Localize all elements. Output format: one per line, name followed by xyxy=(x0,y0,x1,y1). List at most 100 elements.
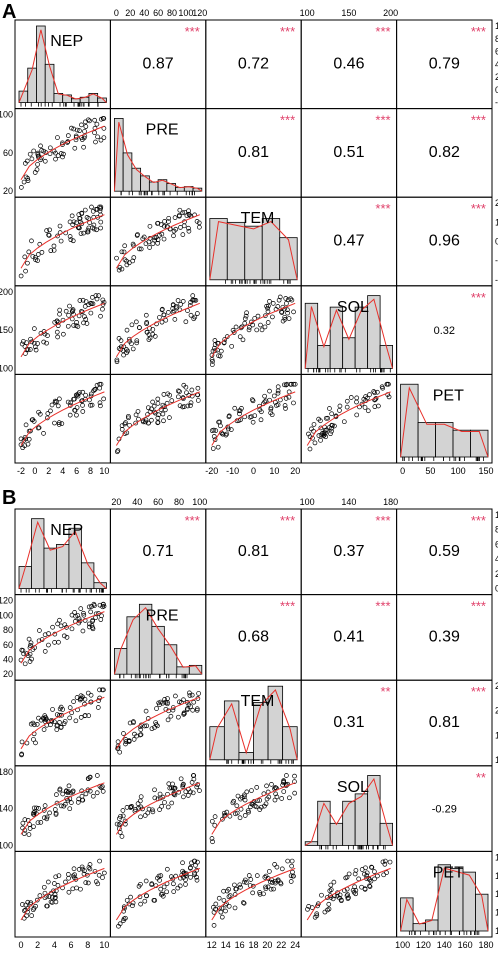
scatter-point xyxy=(268,886,274,892)
scatter-point xyxy=(55,403,61,409)
scatter-point xyxy=(228,427,234,432)
scatter-point xyxy=(318,425,324,431)
scatter-point xyxy=(133,319,139,325)
top-tick-label: 200 xyxy=(383,8,398,18)
scatter-point xyxy=(326,425,332,430)
scatter-point xyxy=(46,233,52,238)
scatter-point xyxy=(178,225,183,230)
scatter-point xyxy=(193,862,198,868)
scatter-point xyxy=(149,417,154,423)
scatter-point xyxy=(52,807,58,812)
scatter-point xyxy=(65,399,71,405)
scatter-point xyxy=(161,236,167,242)
scatter-point xyxy=(79,797,85,803)
scatter-point xyxy=(194,707,200,713)
scatter-point xyxy=(172,215,178,220)
scatter-point xyxy=(196,691,201,696)
scatter-point xyxy=(155,415,161,421)
scatter-point xyxy=(67,412,73,418)
scatter-point xyxy=(282,382,287,388)
scatter-point xyxy=(218,909,224,915)
scatter-point xyxy=(80,409,86,414)
significance-stars: *** xyxy=(471,513,486,528)
scatter-point xyxy=(217,905,222,911)
scatter-point xyxy=(181,794,186,800)
panel-label-b: B xyxy=(2,487,16,509)
scatter-point xyxy=(224,334,230,339)
smoother-line xyxy=(115,302,200,358)
top-tick-label: 40 xyxy=(139,8,149,18)
scatter-point xyxy=(159,319,165,325)
bottom-tick-label: 0 xyxy=(32,466,37,476)
scatter-point xyxy=(41,727,47,732)
histogram-bar xyxy=(367,295,381,369)
matrix-cell-frame xyxy=(14,850,111,938)
scatter-point xyxy=(26,428,32,434)
scatter-point xyxy=(41,884,47,890)
scatter-point xyxy=(258,417,264,423)
scatter-point xyxy=(26,636,32,642)
scatter-point xyxy=(131,737,137,742)
histogram-bar xyxy=(342,337,356,369)
scatter-point xyxy=(247,325,252,330)
density-curve xyxy=(113,121,203,192)
smoother-line xyxy=(115,782,200,835)
right-tick-label: 8 xyxy=(495,525,498,535)
scatter-point xyxy=(46,894,52,899)
scatter-point xyxy=(215,340,220,346)
scatter-point xyxy=(209,818,215,824)
scatter-point xyxy=(283,296,289,301)
scatter-point xyxy=(159,231,165,237)
scatter-point xyxy=(135,409,141,414)
scatter-point xyxy=(54,722,60,728)
scatter-point xyxy=(82,713,88,719)
scatter-point xyxy=(234,886,239,892)
variable-name-pre: PRE xyxy=(146,608,179,625)
scatter-point xyxy=(166,219,171,224)
right-tick-label: 16 xyxy=(495,730,498,740)
scatter-point xyxy=(284,773,289,778)
scatter-point xyxy=(26,832,32,837)
significance-stars: *** xyxy=(280,24,295,39)
scatter-point xyxy=(128,805,133,810)
scatter-point xyxy=(143,708,149,714)
scatter-point xyxy=(372,876,377,882)
scatter-point xyxy=(22,661,28,667)
scatter-point xyxy=(183,319,189,325)
histogram-bar xyxy=(470,429,489,458)
bottom-tick-label: 8 xyxy=(85,940,90,950)
scatter-point xyxy=(21,339,26,344)
scatter-point xyxy=(354,395,360,401)
scatter-point xyxy=(372,397,378,402)
scatter-point xyxy=(18,273,24,279)
scatter-point xyxy=(67,303,72,309)
scatter-point xyxy=(168,713,174,719)
scatter-point xyxy=(337,892,343,898)
scatter-point xyxy=(224,809,230,815)
histogram-bar xyxy=(148,181,159,192)
scatter-point xyxy=(29,656,34,662)
scatter-point xyxy=(211,434,217,439)
scatter-point xyxy=(83,299,89,304)
scatter-point xyxy=(120,348,126,353)
scatter-point xyxy=(52,319,58,325)
scatter-point xyxy=(158,873,164,879)
smoother-line xyxy=(306,867,391,921)
scatter-point xyxy=(32,326,37,331)
scatter-point xyxy=(67,806,73,812)
scatter-point xyxy=(78,606,84,611)
scatter-point xyxy=(239,795,245,800)
scatter-point xyxy=(98,137,104,143)
scatter-point xyxy=(72,610,77,615)
scatter-point xyxy=(258,804,264,810)
scatter-point xyxy=(209,428,215,434)
scatter-point xyxy=(226,894,232,900)
scatter-point xyxy=(20,902,25,907)
scatter-point xyxy=(386,394,392,400)
scatter-point xyxy=(254,327,260,333)
scatter-point xyxy=(114,357,120,363)
scatter-point xyxy=(69,125,74,131)
right-tick-label: 120 xyxy=(495,908,498,918)
scatter-point xyxy=(188,300,193,305)
scatter-point xyxy=(51,243,57,249)
